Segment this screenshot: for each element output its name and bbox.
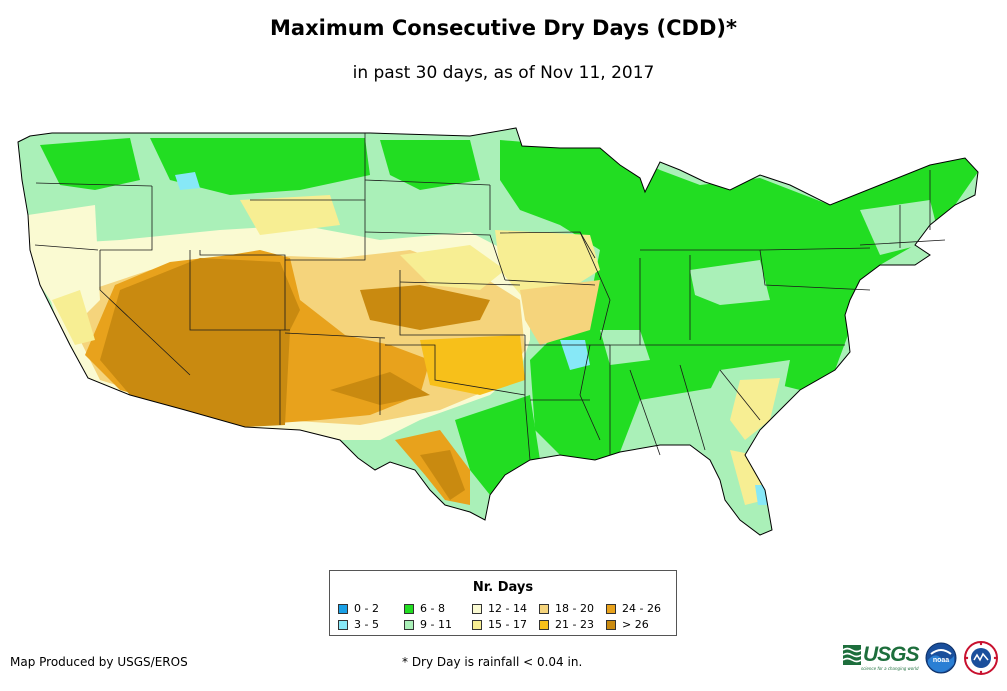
legend-item-12-14: 12 - 14	[472, 602, 527, 615]
conus-cdd-map	[17, 127, 979, 536]
legend: Nr. Days 0 - 2 3 - 5 6 - 8 9 - 11 12 - 1…	[329, 570, 677, 636]
legend-item-over-26: > 26	[606, 618, 649, 631]
legend-label: 15 - 17	[488, 618, 527, 631]
legend-item-0-2: 0 - 2	[338, 602, 379, 615]
usgs-logo: USGS science for a changing world	[843, 643, 920, 671]
legend-label: 24 - 26	[622, 602, 661, 615]
legend-swatch	[338, 619, 348, 630]
credit-text: Map Produced by USGS/EROS	[10, 655, 188, 669]
legend-swatch	[539, 619, 549, 630]
legend-label: 6 - 8	[420, 602, 445, 615]
legend-item-21-23: 21 - 23	[539, 618, 594, 631]
legend-swatch	[539, 603, 549, 614]
legend-item-9-11: 9 - 11	[404, 618, 452, 631]
legend-swatch	[472, 619, 482, 630]
legend-swatch	[404, 619, 414, 630]
noaa-wordmark: noaa	[933, 657, 949, 664]
legend-title: Nr. Days	[472, 580, 534, 595]
legend-label: 18 - 20	[555, 602, 594, 615]
legend-item-3-5: 3 - 5	[338, 618, 379, 631]
nws-logo	[964, 641, 998, 675]
map-subtitle: in past 30 days, as of Nov 11, 2017	[352, 63, 655, 83]
legend-swatch	[338, 603, 348, 614]
legend-swatch	[606, 603, 616, 614]
usgs-wordmark: USGS	[863, 643, 920, 666]
legend-item-15-17: 15 - 17	[472, 618, 527, 631]
legend-swatch	[404, 603, 414, 614]
legend-label: 0 - 2	[354, 602, 379, 615]
legend-label: 12 - 14	[488, 602, 527, 615]
legend-label: 21 - 23	[555, 618, 594, 631]
legend-item-6-8: 6 - 8	[404, 602, 445, 615]
usgs-tagline: science for a changing world	[861, 666, 919, 671]
legend-label: 3 - 5	[354, 618, 379, 631]
legend-item-24-26: 24 - 26	[606, 602, 661, 615]
usgs-wave-icon	[843, 645, 861, 665]
legend-swatch	[472, 603, 482, 614]
footnote-text: * Dry Day is rainfall < 0.04 in.	[402, 655, 583, 669]
legend-swatch	[606, 619, 616, 630]
legend-item-18-20: 18 - 20	[539, 602, 594, 615]
map-title: Maximum Consecutive Dry Days (CDD)*	[270, 16, 737, 40]
legend-label: 9 - 11	[420, 618, 452, 631]
legend-label: > 26	[622, 618, 649, 631]
noaa-logo: noaa	[925, 642, 957, 674]
